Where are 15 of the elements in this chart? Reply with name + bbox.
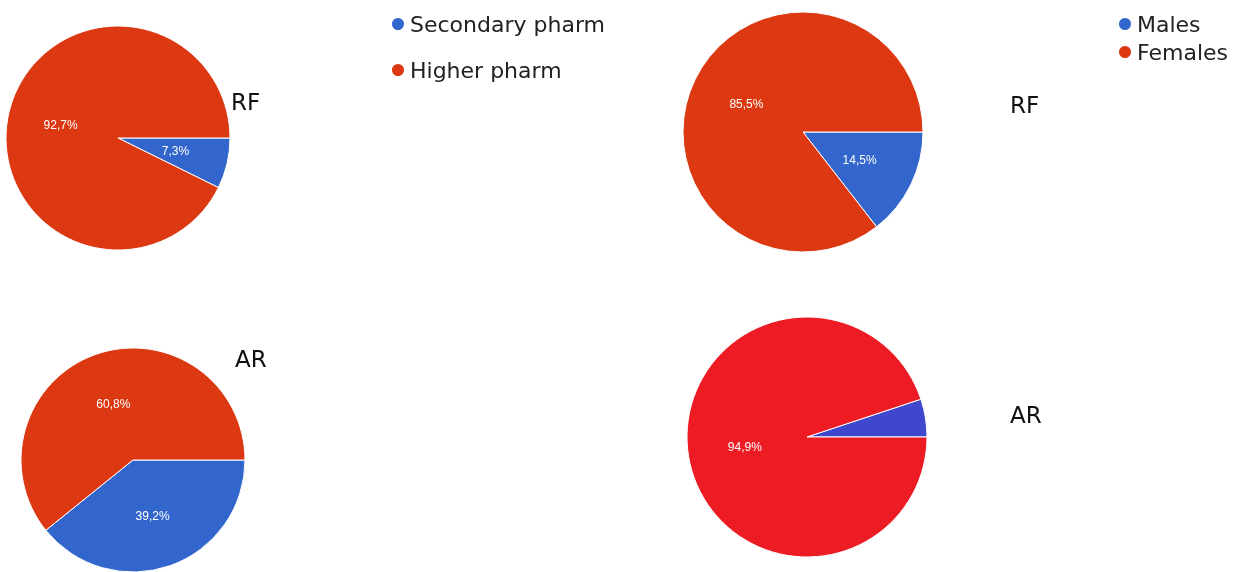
chart-title: AR: [235, 345, 267, 372]
text: AR: [1010, 401, 1042, 428]
data-label: 92,7%: [43, 117, 78, 132]
data-label: 85,5%: [729, 97, 764, 112]
data-label: 60,8%: [96, 397, 131, 412]
legend-label: Males: [1136, 11, 1201, 37]
legend-label: Secondary pharm: [410, 11, 605, 37]
text: RF: [231, 88, 261, 115]
data-label: 39,2%: [135, 508, 170, 523]
legend-label: Higher pharm: [410, 57, 562, 83]
data-label: 94,9%: [727, 440, 763, 455]
data-label: 14,5%: [842, 152, 877, 167]
text: RF: [1010, 91, 1040, 118]
data-label: 7,3%: [161, 144, 190, 159]
legend-label: Females: [1136, 39, 1229, 65]
